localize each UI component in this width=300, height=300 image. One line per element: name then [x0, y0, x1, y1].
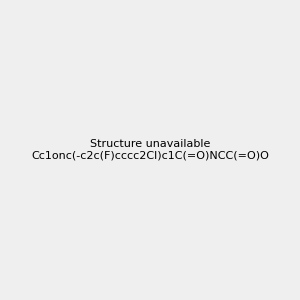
Text: Structure unavailable
Cc1onc(-c2c(F)cccc2Cl)c1C(=O)NCC(=O)O: Structure unavailable Cc1onc(-c2c(F)cccc… [31, 139, 269, 161]
